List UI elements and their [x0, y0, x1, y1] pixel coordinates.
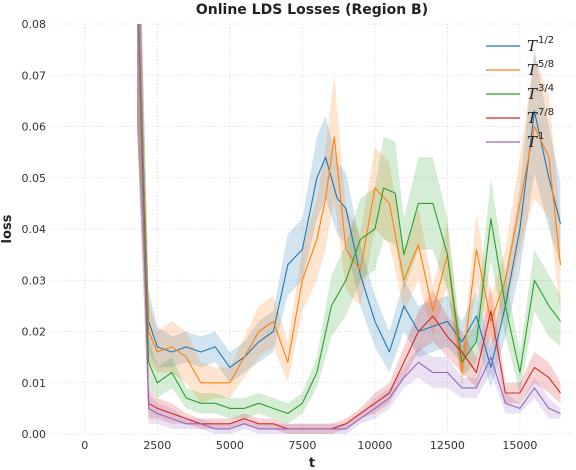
series-band-1	[137, 24, 561, 388]
series-line-3	[137, 24, 561, 415]
y-tick-label: 0.08	[22, 18, 47, 31]
y-tick-label: 0.01	[22, 377, 47, 390]
chart-title: Online LDS Losses (Region B)	[196, 2, 428, 18]
x-tick-label: 12500	[430, 439, 465, 452]
x-tick-label: 15000	[502, 439, 537, 452]
series-line-5	[137, 24, 561, 430]
x-tick-label: 2500	[143, 439, 171, 452]
y-tick-label: 0.02	[22, 326, 47, 339]
series-lines	[137, 24, 562, 430]
series-line-2	[138, 24, 562, 384]
x-tick-label: 7500	[288, 439, 316, 452]
y-tick-label: 0.06	[22, 121, 47, 134]
y-tick-label: 0.04	[22, 223, 47, 236]
y-axis-label: loss	[0, 214, 15, 243]
x-tick-labels: 0 2500 5000 7500 10000 12500 15000	[81, 439, 537, 452]
y-tick-label: 0.03	[22, 274, 47, 287]
x-tick-label: 0	[81, 439, 88, 452]
y-tick-label: 0.00	[22, 428, 47, 441]
series-band-3	[137, 24, 561, 424]
x-tick-label: 10000	[357, 439, 392, 452]
x-axis-label: t	[309, 456, 315, 470]
x-tick-label: 5000	[216, 439, 244, 452]
y-tick-label: 0.07	[22, 69, 47, 82]
y-tick-label: 0.05	[22, 172, 47, 185]
y-tick-labels: 0.00 0.01 0.02 0.03 0.04 0.05 0.06 0.07 0.08	[22, 18, 47, 441]
